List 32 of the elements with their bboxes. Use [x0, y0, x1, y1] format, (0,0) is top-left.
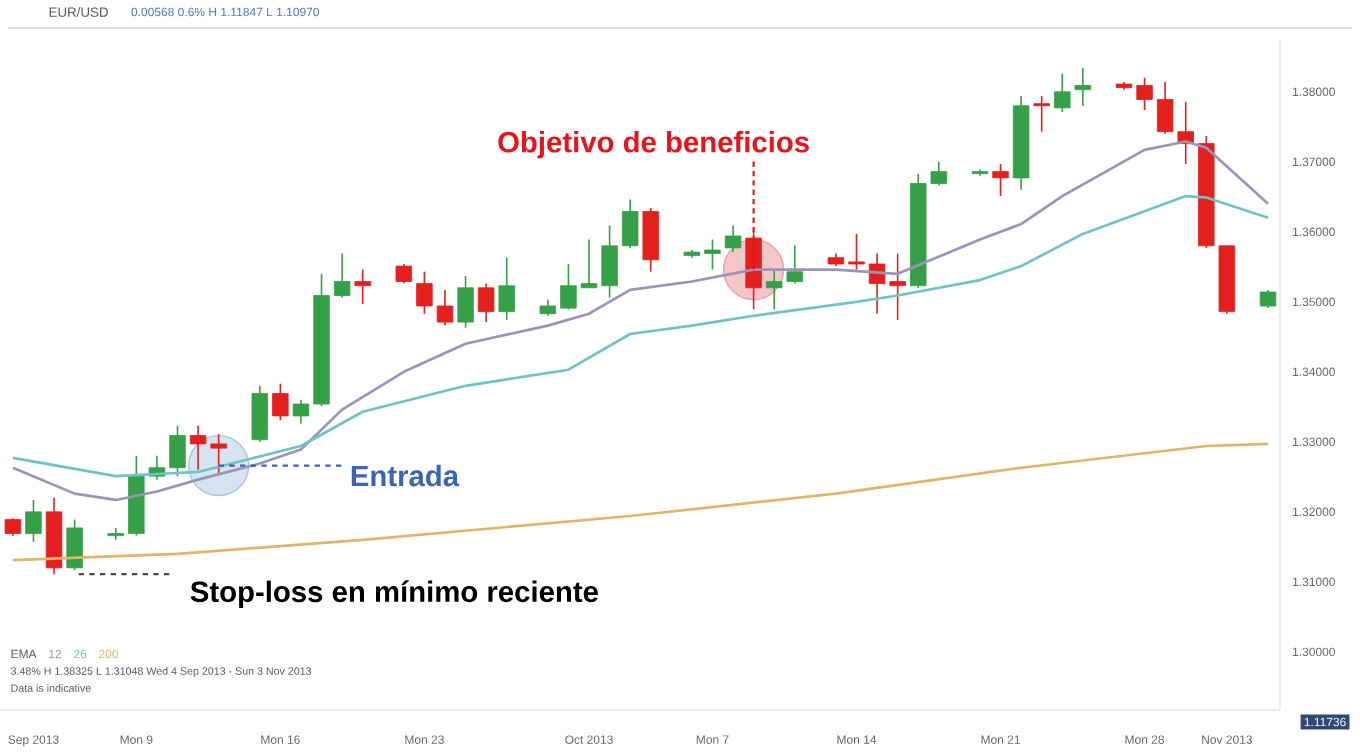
- candlestick: [560, 263, 577, 311]
- candlestick: [704, 238, 721, 271]
- candlestick: [25, 499, 42, 543]
- candlestick: [169, 424, 186, 477]
- candlestick: [1259, 289, 1277, 309]
- candlestick: [848, 233, 865, 271]
- candlestick: [354, 268, 371, 305]
- candlestick: [436, 289, 454, 327]
- candlestick: [1033, 95, 1050, 133]
- candlestick: [1054, 72, 1071, 113]
- candlestick: [724, 224, 742, 253]
- candlestick: [107, 527, 124, 541]
- candlestick: [292, 399, 310, 425]
- candlestick: [251, 385, 269, 443]
- candlestick: [272, 382, 289, 421]
- candlestick: [992, 163, 1009, 197]
- candlestick: [498, 256, 515, 321]
- candlestick: [580, 238, 598, 289]
- candlestick: [333, 252, 351, 299]
- candlestick: [477, 282, 495, 323]
- candlestick: [66, 518, 83, 571]
- candlestick: [1074, 67, 1092, 107]
- candlestick: [457, 275, 474, 329]
- annotation: Objetivo de beneficios: [498, 131, 809, 159]
- candlestick: [621, 198, 639, 249]
- candlestick: [416, 270, 433, 315]
- annotation: Stop-loss en mínimo reciente: [190, 580, 598, 608]
- line-series: [11, 442, 1270, 562]
- annotation: Entrada: [351, 464, 460, 487]
- candlestick: [1136, 76, 1153, 111]
- candlestick: [601, 224, 618, 299]
- candlestick: [395, 263, 413, 285]
